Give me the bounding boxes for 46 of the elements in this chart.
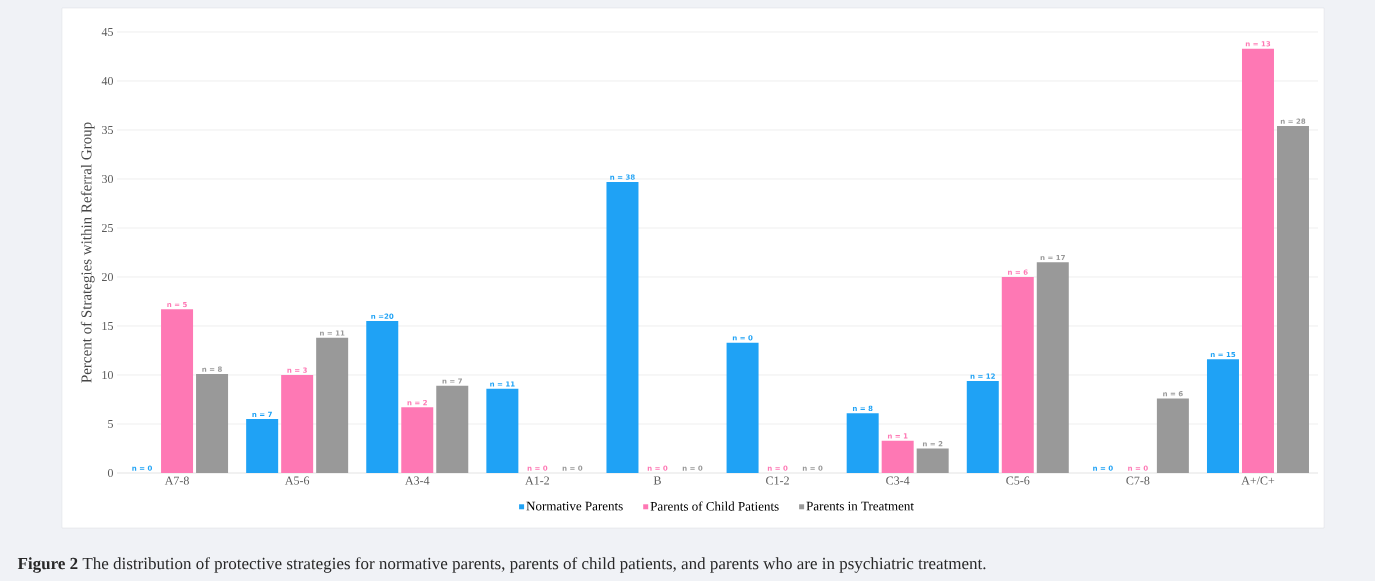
x-tick-label: C3-4 xyxy=(886,476,910,485)
bar xyxy=(1156,398,1189,473)
bar xyxy=(281,375,314,473)
y-tick-label: 10 xyxy=(102,370,114,380)
x-tick-label: A1-2 xyxy=(525,476,550,485)
y-tick-label: 45 xyxy=(101,27,114,36)
bar xyxy=(486,388,519,473)
bar xyxy=(606,181,639,473)
bar xyxy=(246,419,279,473)
x-tick-label: C1-2 xyxy=(766,476,789,485)
bar xyxy=(881,440,914,473)
legend-label: Normative Parents xyxy=(526,501,623,511)
legend-label: Parents of Child Patients xyxy=(650,501,779,511)
bar xyxy=(161,309,194,473)
bar xyxy=(401,407,434,473)
bar xyxy=(1206,359,1239,473)
bar xyxy=(1276,126,1309,473)
y-tick-label: 15 xyxy=(102,321,114,331)
bar xyxy=(846,413,879,473)
y-tick-label: 20 xyxy=(102,272,114,282)
x-tick-label: A3-4 xyxy=(405,476,430,485)
y-tick-label: 5 xyxy=(108,420,114,428)
x-tick-label: C5-6 xyxy=(1006,476,1030,485)
x-tick-label: C7-8 xyxy=(1126,476,1150,485)
bar xyxy=(726,342,759,473)
y-tick-label: 25 xyxy=(102,223,114,233)
bar xyxy=(1036,262,1069,473)
y-tick-label: 35 xyxy=(102,125,114,135)
bar xyxy=(1241,48,1274,473)
x-tick-label: B xyxy=(653,476,661,485)
legend-label: Parents in Treatment xyxy=(806,501,914,511)
y-axis-title: Percent of Strategies within Referral Group xyxy=(80,122,95,383)
bar xyxy=(316,337,349,473)
bar xyxy=(196,374,229,473)
bar xyxy=(1001,277,1034,473)
bar xyxy=(366,321,399,473)
x-tick-label: A5-6 xyxy=(284,476,310,485)
y-tick-label: 30 xyxy=(102,174,114,184)
bar xyxy=(436,385,469,473)
x-tick-label: A+/C+ xyxy=(1241,476,1275,485)
x-tick-label: A7-8 xyxy=(164,476,189,485)
bar xyxy=(916,448,949,473)
bar xyxy=(966,380,999,473)
y-tick-label: 40 xyxy=(101,76,114,86)
text: Figure 2 The distribution of protective strategies for normative parents, parents of child patients, and parents who are in psychiatric treatment. xyxy=(17,557,986,573)
y-tick-label: 0 xyxy=(107,468,114,478)
